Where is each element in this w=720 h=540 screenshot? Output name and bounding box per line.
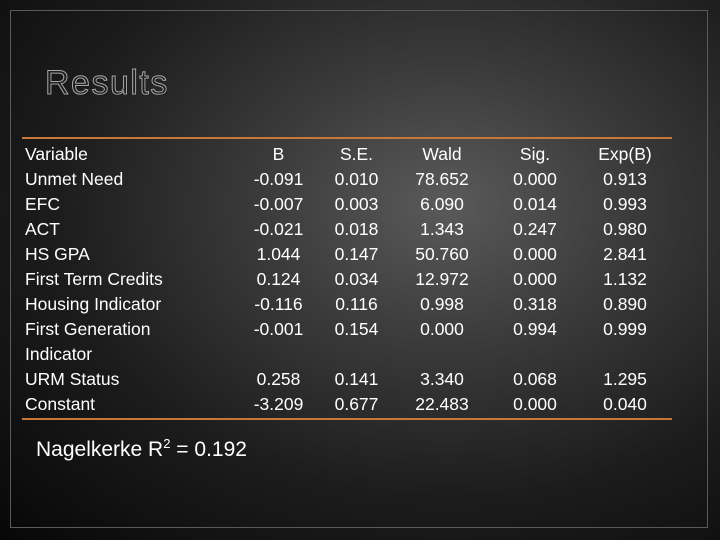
- cell-expb: 0.890: [603, 294, 647, 314]
- cell-sig: 0.014: [513, 194, 557, 214]
- cell-sig: 0.000: [513, 244, 557, 264]
- cell-se: 0.677: [334, 394, 379, 414]
- header-sig: Sig.: [519, 144, 551, 164]
- cell-wald: 1.343: [420, 219, 464, 239]
- cell-sig: 0.000: [513, 169, 557, 189]
- row-variable: HS GPA: [25, 244, 90, 264]
- cell-sig: 0.068: [513, 369, 557, 389]
- header-expb: Exp(B): [598, 144, 652, 164]
- cell-wald: 78.652: [415, 169, 469, 189]
- cell-se: 0.010: [334, 169, 379, 189]
- cell-b: -3.209: [253, 394, 304, 414]
- cell-expb: 2.841: [603, 244, 647, 264]
- cell-wald: 3.340: [420, 369, 464, 389]
- nagelkerke-r2: Nagelkerke R2 = 0.192: [36, 436, 247, 462]
- cell-se: 0.034: [334, 269, 379, 289]
- cell-b: -0.001: [253, 319, 304, 339]
- cell-b: 0.258: [256, 369, 301, 389]
- row-variable: Housing Indicator: [25, 294, 162, 314]
- cell-expb: 0.913: [603, 169, 647, 189]
- cell-b: 0.124: [256, 269, 301, 289]
- cell-b: -0.007: [253, 194, 304, 214]
- row-variable: Constant: [25, 394, 96, 414]
- cell-wald: 0.998: [420, 294, 464, 314]
- cell-sig: 0.000: [513, 269, 557, 289]
- row-variable: First Generation Indicator: [25, 319, 151, 364]
- cell-wald: 50.760: [415, 244, 469, 264]
- cell-se: 0.141: [334, 369, 379, 389]
- results-grid: Variable B S.E. Wald Sig. Exp(B) Unmet N…: [22, 142, 672, 417]
- cell-sig: 0.994: [513, 319, 557, 339]
- cell-b: -0.116: [254, 294, 303, 314]
- row-variable: First Term Credits: [25, 269, 163, 289]
- cell-b: -0.021: [253, 219, 304, 239]
- cell-se: 0.147: [334, 244, 379, 264]
- header-variable: Variable: [25, 144, 88, 164]
- header-se: S.E.: [339, 144, 374, 164]
- cell-b: 1.044: [256, 244, 301, 264]
- cell-wald: 22.483: [415, 394, 469, 414]
- cell-expb: 1.295: [603, 369, 647, 389]
- cell-expb: 0.980: [603, 219, 647, 239]
- cell-se: 0.116: [335, 294, 378, 314]
- header-b: B: [272, 144, 285, 164]
- cell-wald: 0.000: [420, 319, 464, 339]
- cell-wald: 6.090: [420, 194, 464, 214]
- results-table: Variable B S.E. Wald Sig. Exp(B) Unmet N…: [22, 137, 672, 420]
- row-variable: Unmet Need: [25, 169, 124, 189]
- nagelkerke-value: = 0.192: [170, 438, 247, 461]
- cell-se: 0.003: [334, 194, 379, 214]
- slide-frame: [10, 10, 708, 528]
- cell-expb: 1.132: [603, 269, 647, 289]
- cell-expb: 0.999: [603, 319, 647, 339]
- cell-se: 0.018: [334, 219, 379, 239]
- row-variable: ACT: [25, 219, 60, 239]
- nagelkerke-prefix: Nagelkerke R: [36, 438, 164, 461]
- cell-expb: 0.993: [603, 194, 647, 214]
- header-wald: Wald: [422, 144, 462, 164]
- cell-expb: 0.040: [603, 394, 647, 414]
- cell-sig: 0.318: [513, 294, 557, 314]
- cell-sig: 0.247: [513, 219, 557, 239]
- cell-sig: 0.000: [513, 394, 557, 414]
- row-variable: URM Status: [25, 369, 120, 389]
- cell-b: -0.091: [253, 169, 304, 189]
- nagelkerke-superscript: 2: [163, 436, 171, 451]
- cell-wald: 12.972: [415, 269, 469, 289]
- slide-title: Results: [45, 64, 169, 103]
- row-variable: EFC: [25, 194, 60, 214]
- cell-se: 0.154: [334, 319, 379, 339]
